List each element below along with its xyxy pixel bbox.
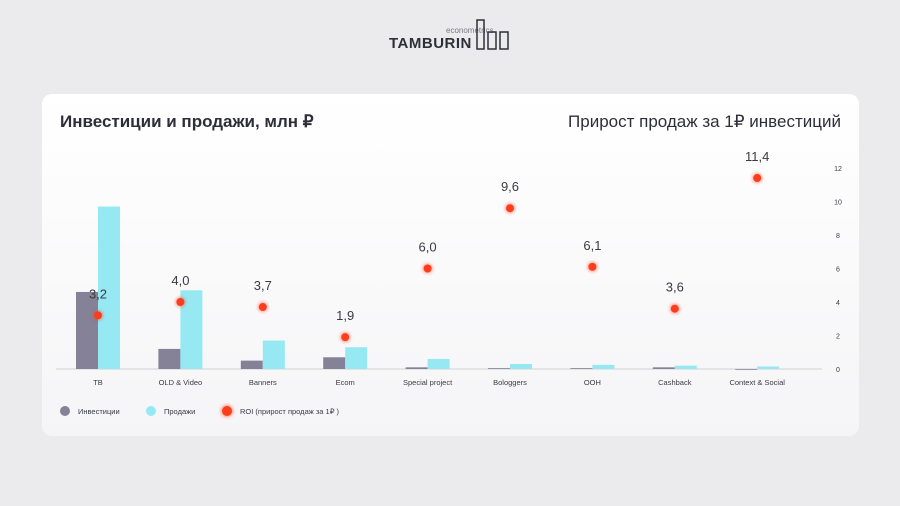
legend-swatch	[146, 406, 156, 416]
roi-point	[423, 264, 432, 273]
legend-sales: Продажи	[146, 406, 195, 416]
y2-tick-label: 10	[834, 200, 842, 207]
roi-data-label: 9,6	[501, 179, 519, 194]
x-tick-label: Bologgers	[493, 378, 527, 387]
roi-point	[506, 204, 514, 213]
x-tick-label: ТВ	[93, 378, 103, 387]
bar-sales	[757, 366, 780, 369]
bar-investments	[240, 360, 263, 369]
roi-data-label: 1,9	[336, 308, 354, 323]
logo-bars-icon	[476, 19, 509, 50]
chart-plot: 0 2 4 6 8 10 12 ТВ 3,2 OLD & Video 4,0 Banners 3,7 Ec…	[56, 149, 842, 387]
roi-data-label: 6,0	[419, 240, 437, 255]
roi-point	[258, 303, 267, 312]
y2-tick-label: 4	[836, 300, 840, 307]
chart-title-right: Прирост продаж за 1₽ инвестиций	[568, 112, 841, 131]
roi-point	[670, 304, 679, 313]
bar-investments	[570, 368, 593, 369]
y2-tick-label: 12	[834, 166, 842, 173]
roi-data-label: 6,1	[583, 238, 601, 253]
bar-investments	[323, 357, 346, 369]
bar-sales	[180, 290, 203, 369]
x-tick-label: Context & Social	[729, 378, 785, 387]
roi-data-label: 3,2	[89, 286, 107, 301]
bar-investments	[158, 348, 181, 369]
legend-label: ROI (прирост продаж за 1₽ )	[240, 406, 340, 416]
x-tick-label: Cashback	[658, 378, 692, 387]
roi-data-label: 3,7	[254, 278, 272, 293]
x-tick-label: OLD & Video	[159, 378, 203, 387]
roi-point	[176, 298, 185, 306]
bar-investments	[76, 291, 98, 369]
roi-point	[588, 262, 597, 271]
roi-point	[341, 333, 350, 342]
bar-investments	[488, 368, 510, 369]
legend-swatch	[222, 406, 232, 416]
roi-data-label: 4,0	[171, 273, 189, 288]
logo: econometrics TAMBURIN	[388, 18, 518, 52]
bar-sales	[262, 340, 285, 369]
roi-point	[753, 174, 762, 183]
bar-investments	[735, 369, 758, 370]
bar-sales	[345, 347, 368, 369]
bar-investments	[652, 367, 675, 369]
x-tick-label: Ecom	[336, 378, 355, 387]
bar-sales	[510, 363, 532, 369]
legend-roi: ROI (прирост продаж за 1₽ )	[222, 406, 339, 416]
x-tick-label: Banners	[249, 378, 277, 387]
bar-sales	[98, 206, 120, 369]
logo-brand: TAMBURIN	[389, 35, 472, 52]
legend-investments: Инвестиции	[60, 406, 120, 416]
x-tick-label: Special project	[403, 378, 453, 387]
roi-data-label: 11,4	[745, 149, 769, 164]
chart-title-left: Инвестиции и продажи, млн ₽	[60, 112, 314, 131]
bar-sales	[592, 364, 615, 369]
legend-swatch	[60, 406, 70, 416]
chart-card: Инвестиции и продажи, млн ₽ Прирост прод…	[42, 94, 859, 436]
x-tick-label: OOH	[584, 378, 601, 387]
bar-sales	[427, 358, 450, 369]
y2-tick-label: 0	[836, 367, 840, 374]
legend-label: Продажи	[164, 406, 196, 416]
y2-tick-label: 8	[836, 233, 840, 240]
roi-data-label: 3,6	[666, 280, 684, 295]
bar-sales	[674, 365, 697, 369]
logo-subtitle: econometrics	[446, 26, 494, 35]
legend-label: Инвестиции	[78, 406, 120, 416]
roi-point	[94, 311, 102, 320]
bar-investments	[405, 367, 428, 369]
y2-tick-label: 6	[836, 267, 840, 274]
y2-tick-label: 2	[836, 334, 840, 341]
